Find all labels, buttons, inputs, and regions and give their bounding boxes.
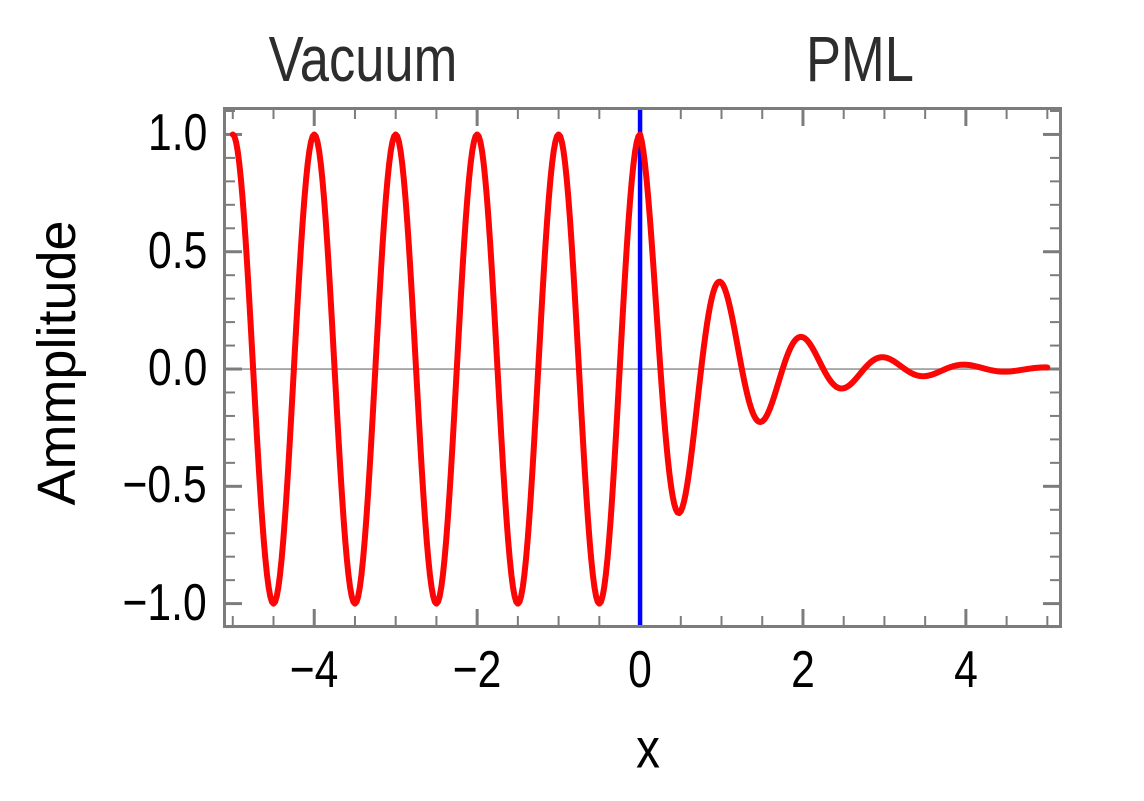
plot-area xyxy=(223,107,1062,629)
x-axis-label: x xyxy=(636,716,660,780)
wave-curve xyxy=(229,131,1051,607)
x-tick-label: 4 xyxy=(954,641,978,699)
x-tick-label: 0 xyxy=(628,641,652,699)
region-title-vacuum: Vacuum xyxy=(268,23,458,95)
x-tick-label: −4 xyxy=(289,641,339,699)
y-tick-label: 0.5 xyxy=(147,221,207,280)
y-axis-label: Ammplitude xyxy=(27,220,87,506)
y-tick-label: 1.0 xyxy=(147,104,207,163)
x-tick-label: −2 xyxy=(452,641,502,699)
x-tick-label: 2 xyxy=(791,641,815,699)
plot-frame-border xyxy=(223,107,1062,628)
y-tick-label: −0.5 xyxy=(122,456,207,515)
region-title-pml: PML xyxy=(806,23,914,95)
y-tick-label: −1.0 xyxy=(122,573,207,632)
y-tick-label: 0.0 xyxy=(147,338,207,397)
